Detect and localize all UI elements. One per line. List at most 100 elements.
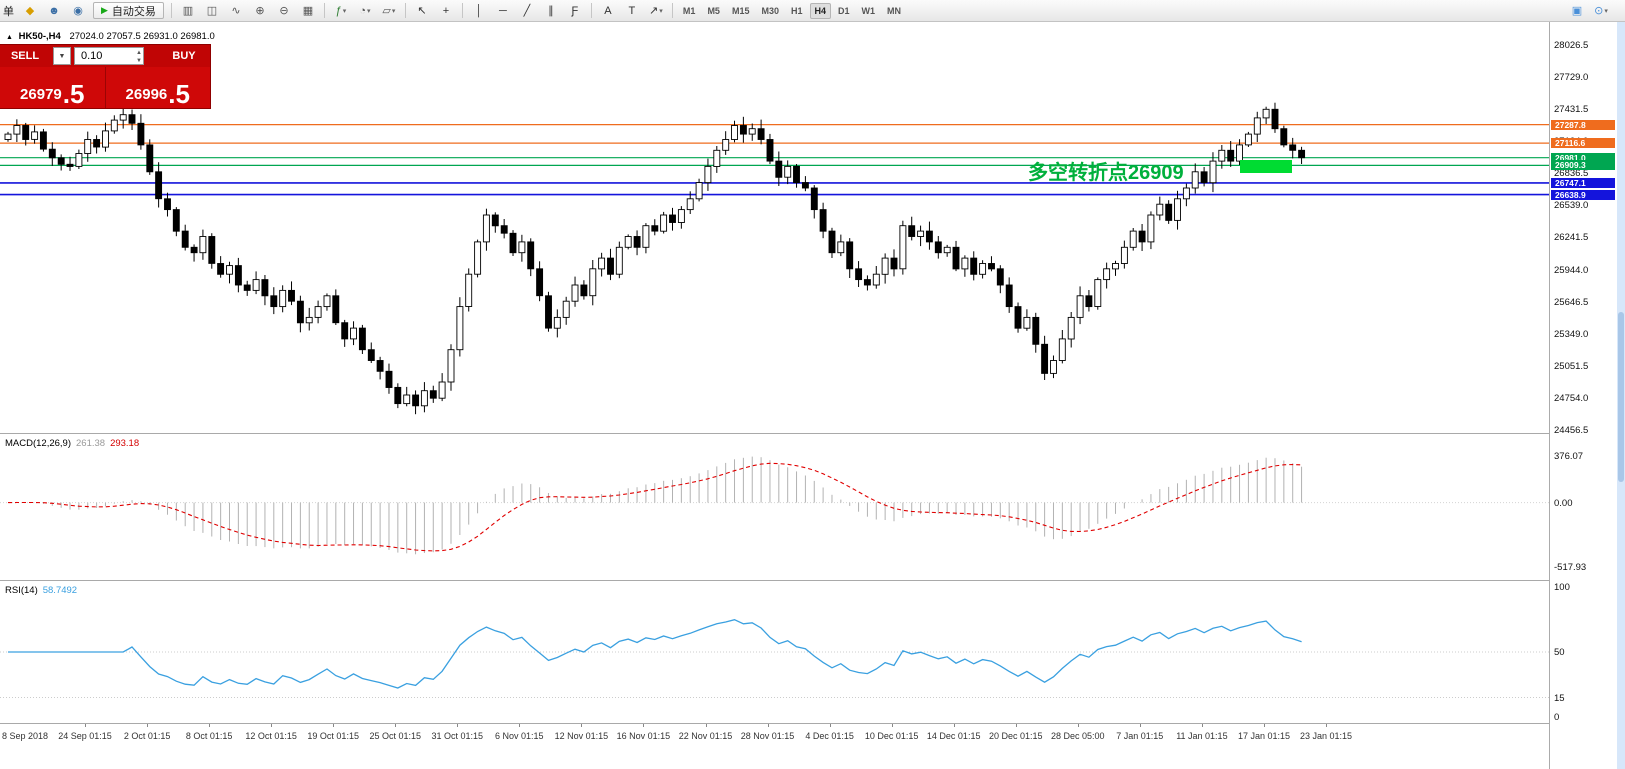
time-axis-label: 19 Oct 01:15: [307, 731, 359, 741]
time-axis-label: 28 Nov 01:15: [740, 731, 795, 741]
macd-name: MACD(12,26,9): [5, 438, 71, 449]
price-tag: 27116.6: [1551, 138, 1615, 149]
price-axis-label: 24754.0: [1554, 392, 1589, 404]
rsi-value: 58.7492: [42, 585, 78, 596]
chart-annotation-text[interactable]: 多空转折点26909: [1028, 162, 1184, 184]
search-icon: ⊙: [1594, 5, 1604, 17]
volume-spinner[interactable]: ▲ ▼: [136, 49, 142, 65]
time-axis-label: 6 Nov 01:15: [495, 731, 544, 741]
sell-price-main: 26979: [20, 86, 62, 103]
periods-icon[interactable]: ◔ ▾: [354, 2, 376, 20]
spin-up-icon[interactable]: ▲: [136, 50, 142, 56]
buy-price-button[interactable]: 26996 .5: [104, 67, 211, 108]
crosshair-icon[interactable]: +: [435, 2, 457, 20]
text-label-icon[interactable]: T: [621, 2, 643, 20]
market-watch-icon: ◉: [73, 5, 83, 17]
macd-indicator-label: MACD(12,26,9) 261.38 293.18: [5, 438, 139, 449]
timeframe-button-w1[interactable]: W1: [861, 5, 876, 16]
vertical-line-icon: │: [475, 4, 483, 17]
rsi-chart[interactable]: [0, 581, 1549, 723]
templates-icon[interactable]: ▱ ▾: [378, 2, 400, 20]
volume-input[interactable]: 0.10 ▲ ▼: [74, 47, 144, 65]
timeframe-button-h1[interactable]: H1: [790, 5, 803, 16]
price-axis[interactable]: 28026.527729.027431.527134.026836.526539…: [1549, 22, 1618, 769]
new-order-icon: ◆: [25, 5, 35, 17]
time-axis[interactable]: 8 Sep 2018 24 Sep 01:15 2 Oct 01:15 8 Oct 0…: [0, 724, 1617, 750]
bar-chart-icon[interactable]: ▥: [177, 2, 199, 20]
chart-window: ▲ HK50-,H4 27024.0 27057.5 26931.0 26981…: [0, 22, 1618, 769]
panel-splitter[interactable]: [0, 433, 1617, 434]
timeframe-button-mn[interactable]: MN: [887, 5, 902, 16]
highlight-rectangle[interactable]: [1240, 160, 1292, 173]
timeframe-button-d1[interactable]: D1: [838, 5, 850, 16]
fibonacci-icon[interactable]: Ƒ: [564, 2, 586, 20]
time-axis-label: 20 Dec 01:15: [989, 731, 1043, 741]
horizontal-line-icon: ─: [499, 4, 507, 17]
timeframe-button-m5[interactable]: M5: [707, 5, 720, 16]
line-chart-icon[interactable]: ∿: [225, 2, 247, 20]
panel-splitter[interactable]: [0, 723, 1617, 724]
time-axis-label: 23 Jan 01:15: [1299, 731, 1353, 741]
candlestick-chart[interactable]: [0, 22, 1549, 433]
indicators-icon[interactable]: ƒ ▾: [330, 2, 352, 20]
dropdown-caret-icon: ▾: [1604, 7, 1608, 15]
panel-splitter[interactable]: [0, 580, 1617, 581]
time-axis-tick: [1077, 724, 1079, 727]
arrows-icon[interactable]: ↗ ▾: [645, 2, 667, 20]
autotrade-button[interactable]: ▶ 自动交易: [93, 2, 164, 19]
channel-icon: ∥: [548, 5, 554, 17]
indicators-icon: ƒ: [335, 4, 342, 17]
macd-chart[interactable]: [0, 434, 1549, 580]
macd-axis-label: 0.00: [1554, 497, 1573, 509]
trendline-icon[interactable]: ╱: [516, 2, 538, 20]
new-order-icon[interactable]: ◆: [19, 2, 41, 20]
scrollbar-thumb[interactable]: [1618, 312, 1624, 482]
timeframe-button-m15[interactable]: M15: [731, 5, 750, 16]
collapse-triangle-icon[interactable]: ▲: [6, 34, 13, 41]
time-axis-tick: [209, 724, 211, 727]
tile-windows-icon[interactable]: ▦: [297, 2, 319, 20]
vertical-line-icon[interactable]: │: [468, 2, 490, 20]
bar-chart-icon: ▥: [182, 5, 194, 17]
fibonacci-icon: Ƒ: [571, 4, 579, 17]
zoom-out-icon[interactable]: ⊖: [273, 2, 295, 20]
price-tag: 27287.8: [1551, 119, 1615, 130]
rsi-axis-label: 0: [1554, 712, 1560, 723]
time-axis-label: 25 Oct 01:15: [369, 731, 422, 741]
zoom-in-icon[interactable]: ⊕: [249, 2, 271, 20]
price-tag: 26909.3: [1551, 160, 1615, 171]
timeframe-button-m30[interactable]: M30: [761, 5, 779, 16]
time-axis-label: 4 Dec 01:15: [805, 731, 854, 741]
vertical-scrollbar[interactable]: [1617, 22, 1625, 769]
spin-down-icon[interactable]: ▼: [136, 58, 142, 64]
search-icon[interactable]: ⊙ ▾: [1590, 2, 1612, 20]
sell-price-button[interactable]: 26979 .5: [0, 67, 105, 108]
cursor-icon[interactable]: ↖: [411, 2, 433, 20]
volume-dropdown-caret[interactable]: ▼: [53, 47, 71, 65]
time-axis-tick: [581, 724, 583, 727]
dropdown-caret-icon: ▾: [366, 7, 371, 15]
toolbar-separator: [404, 3, 406, 18]
horizontal-line-icon[interactable]: ─: [492, 2, 514, 20]
timeframe-button-m1[interactable]: M1: [682, 5, 696, 16]
time-axis-tick: [333, 724, 335, 727]
sell-button[interactable]: SELL: [10, 50, 40, 62]
market-watch-icon[interactable]: ◉: [67, 2, 89, 20]
channel-icon[interactable]: ∥: [540, 2, 562, 20]
community-icon[interactable]: ▣: [1566, 2, 1588, 20]
text-icon[interactable]: A: [597, 2, 619, 20]
text-label-icon: T: [628, 4, 636, 17]
toolbar-separator: [170, 3, 172, 18]
crosshair-icon: +: [442, 4, 450, 17]
dropdown-caret-icon: ▾: [391, 7, 396, 15]
rsi-name: RSI(14): [5, 585, 38, 596]
time-axis-label: 2 Oct 01:15: [123, 731, 171, 741]
candlestick-chart-icon[interactable]: ◫: [201, 2, 223, 20]
buy-button[interactable]: BUY: [172, 50, 196, 62]
toolbar-separator: [590, 3, 592, 18]
profile-icon[interactable]: ☻: [43, 2, 65, 20]
timeframe-button-h4[interactable]: H4: [809, 2, 832, 19]
play-icon: ▶: [101, 5, 108, 15]
toolbar-separator: [671, 3, 673, 18]
macd-axis-label: -517.93: [1554, 562, 1587, 574]
